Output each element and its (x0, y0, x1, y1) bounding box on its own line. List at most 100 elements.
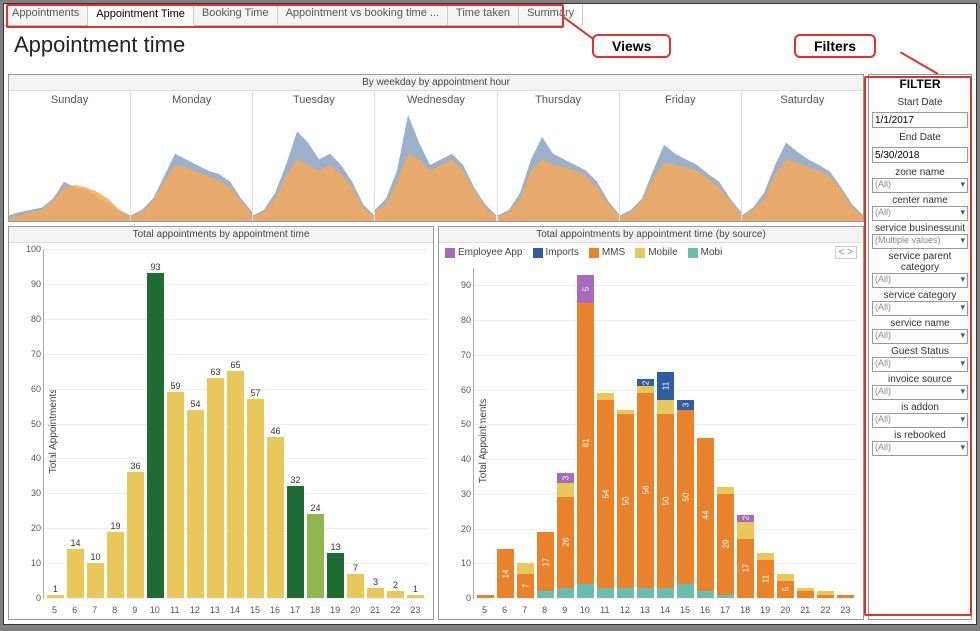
stacked-bar[interactable]: 44 (697, 268, 714, 598)
ytick: 100 (26, 244, 44, 254)
stacked-bar[interactable]: 5011 (657, 268, 674, 598)
ytick: 90 (31, 279, 44, 289)
filter-select-service-businessunit[interactable]: (Multiple values) (872, 234, 968, 249)
stacked-bar[interactable] (477, 268, 494, 598)
ytick: 40 (31, 453, 44, 463)
legend-item[interactable]: MMS (589, 247, 625, 258)
swatch (589, 248, 599, 258)
tab-time-taken[interactable]: Time taken (448, 4, 519, 25)
tab-appointment-vs-booking-time-[interactable]: Appointment vs booking time ... (278, 4, 448, 25)
bar[interactable]: 2 (387, 249, 404, 598)
stacked-bar[interactable]: 50 (617, 268, 634, 598)
filter-select-guest-status[interactable]: (All) (872, 357, 968, 372)
bar-value: 24 (310, 503, 320, 513)
stacked-bar[interactable] (797, 268, 814, 598)
xlabel: 6 (496, 605, 513, 615)
bar[interactable]: 46 (267, 249, 284, 598)
xlabel: 16 (697, 605, 714, 615)
tab-booking-time[interactable]: Booking Time (194, 4, 278, 25)
seg-label: 54 (601, 489, 610, 498)
bar[interactable]: 1 (407, 249, 424, 598)
stacked-bar[interactable] (817, 268, 834, 598)
bar[interactable]: 7 (347, 249, 364, 598)
bar[interactable]: 3 (367, 249, 384, 598)
ytick: 50 (31, 419, 44, 429)
tab-appointment-time[interactable]: Appointment Time (88, 5, 194, 26)
spark-monday: Monday (131, 91, 253, 221)
stacked-bar[interactable]: 503 (677, 268, 694, 598)
bar-chart-title: Total appointments by appointment time (9, 227, 433, 243)
stacked-bar[interactable] (837, 268, 854, 598)
filter-select-zone-name[interactable]: (All) (872, 178, 968, 193)
bar[interactable]: 24 (307, 249, 324, 598)
xlabel: 15 (246, 605, 263, 615)
stacked-bar[interactable]: 5 (777, 268, 794, 598)
end-date-input[interactable] (872, 147, 968, 163)
filter-select-service-category[interactable]: (All) (872, 301, 968, 316)
stacked-chart-title: Total appointments by appointment time (… (439, 227, 863, 243)
legend-item[interactable]: Mobile (635, 247, 677, 258)
stacked-bar[interactable]: 815 (577, 268, 594, 598)
tab-appointments[interactable]: Appointments (4, 4, 88, 25)
bar[interactable]: 54 (187, 249, 204, 598)
ytick: 20 (461, 524, 474, 534)
spark-tuesday: Tuesday (253, 91, 375, 221)
xlabel: 8 (536, 605, 553, 615)
bar[interactable]: 10 (87, 249, 104, 598)
bar[interactable]: 93 (147, 249, 164, 598)
seg-label: 17 (541, 557, 550, 566)
stacked-bar[interactable]: 14 (497, 268, 514, 598)
legend-item[interactable]: Mobi (688, 247, 723, 258)
spark-label: Monday (131, 91, 252, 109)
legend-nav[interactable]: < > (835, 246, 857, 259)
xlabel: 22 (387, 605, 404, 615)
seg-label: 7 (521, 584, 530, 588)
ytick: 30 (31, 488, 44, 498)
bar[interactable]: 57 (247, 249, 264, 598)
ytick: 30 (461, 489, 474, 499)
bar[interactable]: 13 (327, 249, 344, 598)
tab-summary[interactable]: Summary (519, 4, 583, 25)
bar[interactable]: 32 (287, 249, 304, 598)
bar[interactable]: 63 (207, 249, 224, 598)
xlabel: 17 (287, 605, 304, 615)
ytick: 90 (461, 280, 474, 290)
filter-select-is-rebooked[interactable]: (All) (872, 441, 968, 456)
bar[interactable]: 19 (107, 249, 124, 598)
legend-item[interactable]: Employee App (445, 247, 523, 258)
stacked-bar[interactable]: 7 (517, 268, 534, 598)
spark-friday: Friday (620, 91, 742, 221)
filter-select-service-name[interactable]: (All) (872, 329, 968, 344)
swatch (688, 248, 698, 258)
xlabel: 12 (616, 605, 633, 615)
bar[interactable]: 14 (67, 249, 84, 598)
filter-select-is-addon[interactable]: (All) (872, 413, 968, 428)
stacked-bar[interactable]: 29 (717, 268, 734, 598)
stacked-bar[interactable]: 54 (597, 268, 614, 598)
bar[interactable]: 59 (167, 249, 184, 598)
seg-label: 11 (761, 575, 770, 583)
filter-select-service-parent-category[interactable]: (All) (872, 273, 968, 288)
bar[interactable]: 65 (227, 249, 244, 598)
bar[interactable]: 36 (127, 249, 144, 598)
spark-label: Thursday (498, 91, 619, 109)
start-date-input[interactable] (872, 112, 968, 128)
xlabel: 20 (777, 605, 794, 615)
ytick: 0 (466, 593, 474, 603)
stacked-bar[interactable]: 562 (637, 268, 654, 598)
xlabel: 10 (576, 605, 593, 615)
filter-select-center-name[interactable]: (All) (872, 206, 968, 221)
stacked-bar[interactable]: 11 (757, 268, 774, 598)
filter-label: Guest Status (872, 346, 968, 357)
legend-item[interactable]: Imports (533, 247, 579, 258)
xlabel: 11 (596, 605, 613, 615)
spark-saturday: Saturday (742, 91, 863, 221)
seg-label: 14 (501, 569, 510, 578)
stacked-bar[interactable]: 263 (557, 268, 574, 598)
stacked-bar[interactable]: 172 (737, 268, 754, 598)
bar[interactable]: 1 (47, 249, 64, 598)
filter-select-invoice-source[interactable]: (All) (872, 385, 968, 400)
spark-label: Saturday (742, 91, 863, 109)
filter-label: service category (872, 290, 968, 301)
stacked-bar[interactable]: 17 (537, 268, 554, 598)
